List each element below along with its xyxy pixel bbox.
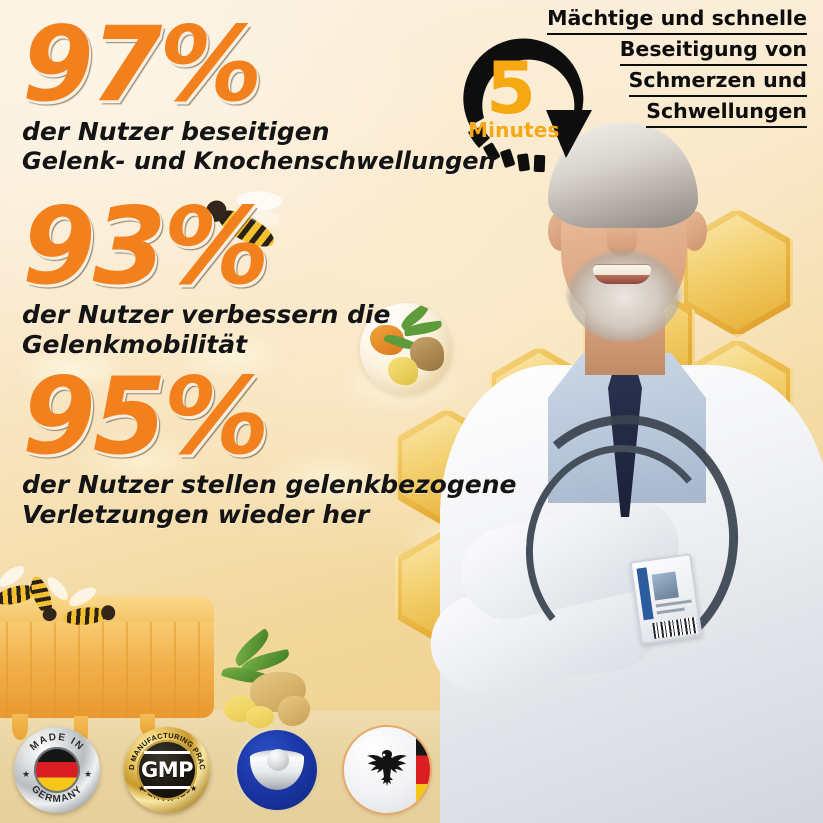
badge-mortar-pestle (234, 727, 320, 813)
stat-desc-1-line-1: der Nutzer beseitigen (22, 116, 330, 146)
stat-percent-3: 95% (22, 355, 270, 478)
headline-line-1: Mächtige und schnelle (547, 4, 807, 36)
stat-block-2: 93% der Nutzer verbessern die Gelenkmobi… (22, 185, 391, 360)
stat-desc-3-line-1: der Nutzer stellen gelenkbezogene (22, 469, 517, 499)
bundesadler-icon (367, 750, 407, 786)
circular-arrow-icon (463, 38, 592, 173)
pestle-icon (267, 749, 289, 771)
stat-desc-2-line-1: der Nutzer verbessern die (22, 299, 391, 329)
honeycomb-block (0, 562, 232, 750)
beard (563, 243, 685, 341)
stat-percent-1: 97% (22, 5, 263, 125)
blue-disc (237, 730, 317, 810)
stat-block-1: 97% der Nutzer beseitigen Gelenk- und Kn… (22, 5, 496, 176)
stat-percent-2: 93% (22, 185, 270, 308)
headline: Mächtige und schnelle Beseitigung von Sc… (507, 4, 807, 129)
stat-block-3: 95% der Nutzer stellen gelenkbezogene Ve… (22, 355, 516, 530)
made-in-germany-ring-text: MADE IN GERMANY ★ ★ (22, 732, 92, 805)
german-flag-stripe (416, 727, 430, 813)
trust-badges: MADE IN GERMANY ★ ★ GOOD MANUFACTURING P… (14, 727, 430, 813)
gmp-label: GMP (140, 758, 194, 782)
smile (593, 265, 651, 284)
headline-line-4: Schwellungen (646, 97, 807, 129)
headline-line-3: Schmerzen und (628, 66, 807, 98)
stat-description-1: der Nutzer beseitigen Gelenk- und Knoche… (22, 117, 496, 176)
badge-gmp-certified: GOOD MANUFACTURING PRACTICE CERTIFIED ★ … (124, 727, 210, 813)
german-flag-circle (34, 747, 80, 793)
badge-german-federal-eagle (344, 727, 430, 813)
timer-unit-label: Minutes (468, 118, 560, 142)
svg-text:★: ★ (138, 784, 145, 793)
ginger-root (196, 628, 314, 736)
svg-text:★: ★ (84, 769, 92, 779)
doctor-id-badge (629, 553, 703, 645)
stat-description-2: der Nutzer verbessern die Gelenkmobilitä… (22, 300, 391, 360)
svg-text:★: ★ (22, 769, 30, 779)
stat-desc-2-line-2: Gelenkmobilität (22, 329, 248, 359)
timer-badge: 5 Minutes (440, 14, 620, 184)
stat-desc-3-line-2: Verletzungen wieder her (22, 499, 370, 529)
gmp-inner-disc: GMP (137, 740, 197, 800)
badge-made-in-germany: MADE IN GERMANY ★ ★ (14, 727, 100, 813)
stat-description-3: der Nutzer stellen gelenkbezogene Verlet… (22, 470, 516, 530)
timer-number: 5 (486, 46, 537, 130)
svg-text:★: ★ (190, 784, 197, 793)
stat-desc-1-line-2: Gelenk- und Knochenschwellungen (22, 146, 496, 175)
headline-line-2: Beseitigung von (619, 35, 807, 67)
herbal-ingredients-bubble (360, 303, 452, 395)
